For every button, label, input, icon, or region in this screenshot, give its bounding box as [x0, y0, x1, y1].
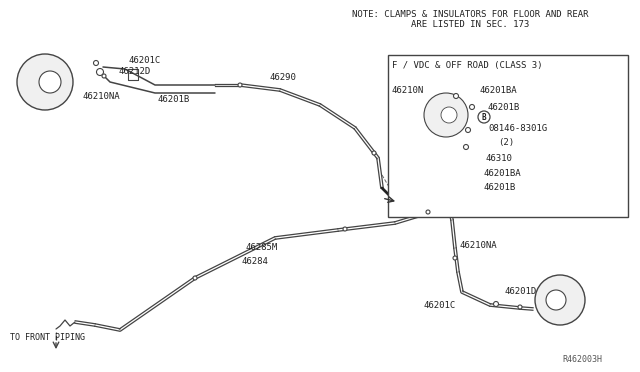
Text: 46285M: 46285M: [246, 244, 278, 253]
Text: 46201BA: 46201BA: [484, 169, 522, 177]
Circle shape: [372, 151, 376, 155]
Circle shape: [454, 93, 458, 99]
Circle shape: [102, 74, 106, 78]
Text: F / VDC & OFF ROAD (CLASS 3): F / VDC & OFF ROAD (CLASS 3): [392, 61, 543, 70]
Text: 46201B: 46201B: [484, 183, 516, 192]
Circle shape: [17, 54, 73, 110]
Text: 46210NA: 46210NA: [460, 241, 498, 250]
Text: NOTE: CLAMPS & INSULATORS FOR FLOOR AND REAR
ARE LISTED IN SEC. 173: NOTE: CLAMPS & INSULATORS FOR FLOOR AND …: [352, 10, 588, 29]
Text: TO FRONT PIPING: TO FRONT PIPING: [10, 333, 85, 341]
Circle shape: [535, 275, 585, 325]
Circle shape: [493, 301, 499, 307]
Circle shape: [453, 256, 457, 260]
Circle shape: [518, 305, 522, 309]
Circle shape: [465, 128, 470, 132]
Text: 46290: 46290: [270, 73, 297, 81]
Circle shape: [343, 227, 347, 231]
Circle shape: [238, 83, 242, 87]
Circle shape: [424, 93, 468, 137]
Text: B: B: [482, 112, 486, 122]
Circle shape: [39, 71, 61, 93]
Circle shape: [546, 290, 566, 310]
Circle shape: [470, 105, 474, 109]
Circle shape: [441, 107, 457, 123]
Text: 46201B: 46201B: [488, 103, 520, 112]
Text: 46210NA: 46210NA: [82, 92, 120, 100]
Text: 46212D: 46212D: [118, 67, 150, 76]
Text: (2): (2): [498, 138, 514, 147]
Text: 46201BA: 46201BA: [480, 86, 518, 94]
Text: 08146-8301G: 08146-8301G: [488, 124, 547, 132]
Text: 46310: 46310: [486, 154, 513, 163]
Circle shape: [93, 61, 99, 65]
Text: 46284: 46284: [242, 257, 269, 266]
Text: 46201C: 46201C: [128, 55, 160, 64]
Text: R462003H: R462003H: [562, 356, 602, 365]
Circle shape: [193, 276, 197, 280]
Circle shape: [463, 144, 468, 150]
Text: 46201C: 46201C: [424, 301, 456, 311]
Text: 46201B: 46201B: [158, 94, 190, 103]
Circle shape: [426, 210, 430, 214]
Text: 46201D: 46201D: [505, 286, 537, 295]
Circle shape: [478, 111, 490, 123]
Text: 46210N: 46210N: [392, 86, 424, 94]
Circle shape: [97, 68, 104, 76]
FancyBboxPatch shape: [388, 55, 628, 217]
